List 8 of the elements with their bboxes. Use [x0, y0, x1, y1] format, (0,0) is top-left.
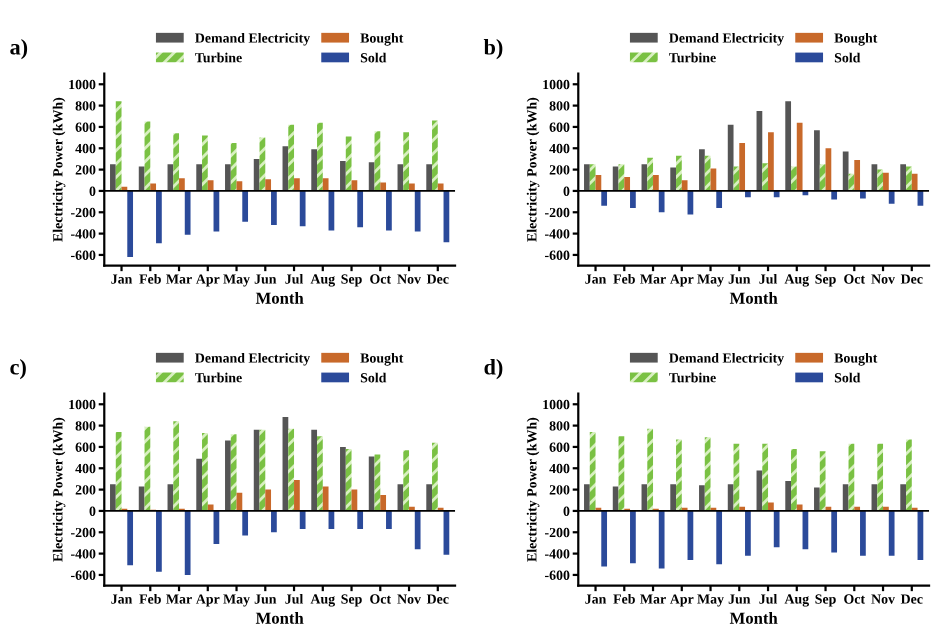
x-axis-title: Month — [729, 292, 778, 304]
x-axis-title: Month — [729, 612, 778, 624]
x-axis-title: Month — [255, 612, 304, 624]
chart-title: b) — [483, 38, 503, 60]
chart-title: a) — [10, 38, 28, 60]
x-axis-title: Month — [255, 292, 304, 304]
chart-title: d) — [484, 358, 503, 380]
chart-title: c) — [10, 358, 26, 380]
